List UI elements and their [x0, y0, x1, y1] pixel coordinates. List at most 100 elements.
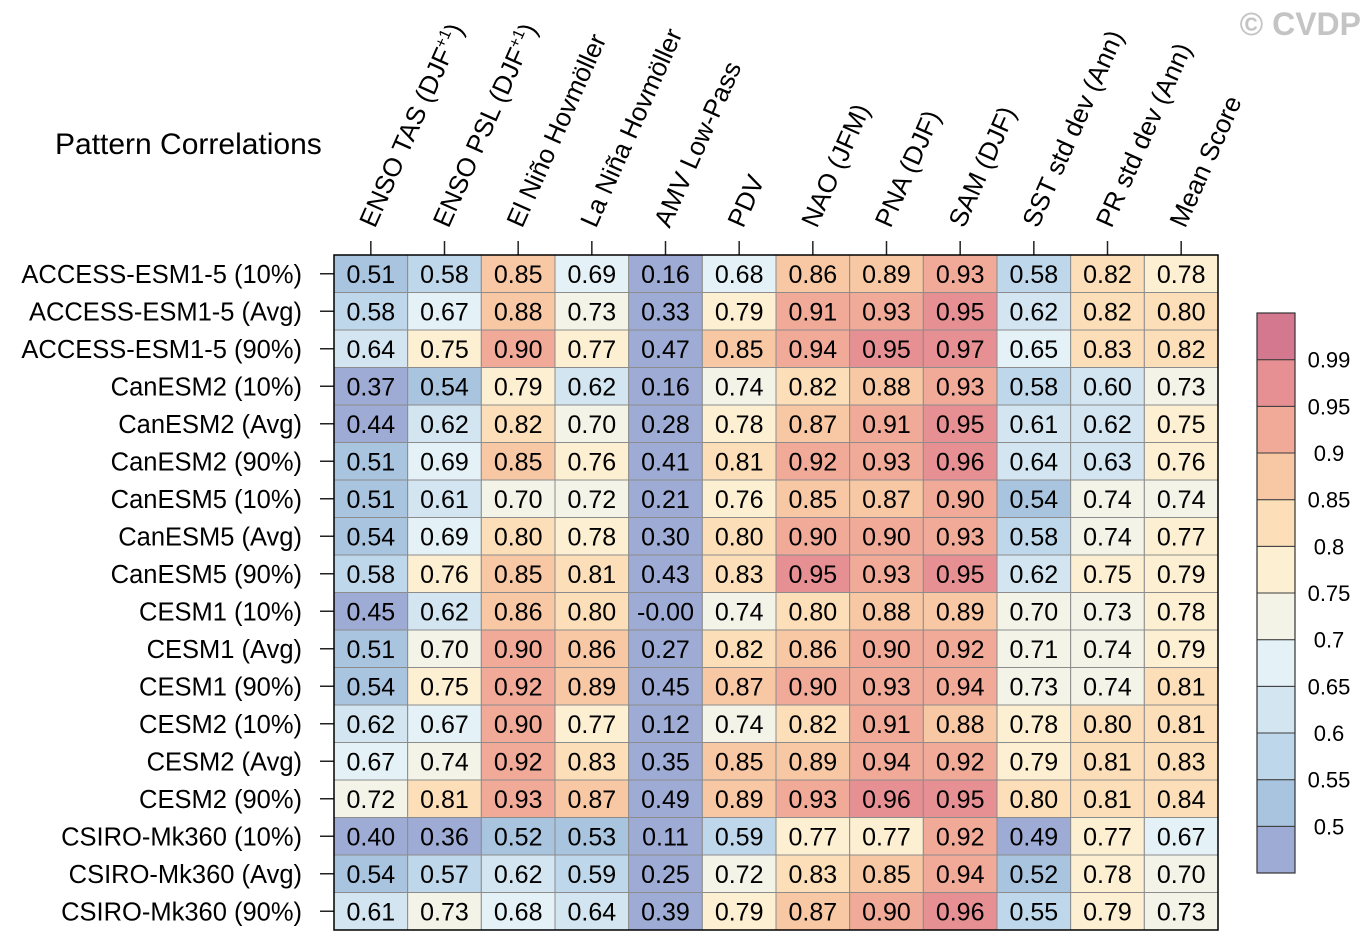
row-label: ACCESS-ESM1-5 (Avg)	[29, 298, 302, 326]
cell-value-label: 0.74	[1083, 523, 1132, 551]
heatmap-cell	[701, 742, 777, 781]
cell-value-label: 0.93	[494, 786, 543, 814]
cell-value-label: 0.92	[494, 748, 543, 776]
cell-value-label: 0.52	[494, 823, 543, 851]
heatmap-cell	[1143, 667, 1219, 706]
cell-value-label: 0.74	[1083, 636, 1132, 664]
cell-value-label: -0.00	[637, 598, 694, 626]
row-label: ACCESS-ESM1-5 (90%)	[21, 336, 302, 364]
heatmap-cell	[1070, 629, 1145, 668]
cell-value-label: 0.75	[1083, 561, 1132, 589]
colorbar-tick-label: 0.95	[1308, 394, 1351, 419]
column-labels: ENSO TAS (DJF+1)ENSO PSL (DJF+1)El Niño …	[353, 19, 1248, 232]
cell-value-label: 0.68	[494, 898, 543, 926]
cell-value-label: 0.89	[862, 261, 911, 289]
cell-value-label: 0.73	[420, 898, 469, 926]
heatmap-cell	[554, 329, 630, 368]
cell-value-label: 0.41	[641, 448, 690, 476]
heatmap-cells	[333, 254, 1219, 931]
colorbar-bin	[1256, 825, 1296, 874]
cell-value-label: 0.90	[862, 523, 911, 551]
heatmap-cell	[628, 667, 703, 706]
heatmap-cell	[628, 254, 703, 293]
column-label-text: NAO (JFM)	[795, 99, 876, 231]
cell-value-label: 0.75	[420, 673, 469, 701]
cell-value-label: 0.88	[862, 373, 911, 401]
colorbar-tick-label: 0.85	[1308, 488, 1351, 513]
heatmap-cell	[407, 817, 482, 856]
cell-value-label: 0.81	[420, 786, 469, 814]
heatmap-cell	[922, 592, 998, 631]
cell-value-label: 0.51	[346, 486, 395, 514]
heatmap-cell	[701, 479, 777, 518]
cell-value-label: 0.82	[1083, 261, 1132, 289]
heatmap-cell	[333, 667, 409, 706]
heatmap-cell	[849, 442, 924, 481]
cell-value-label: 0.89	[715, 786, 764, 814]
cell-value-label: 0.85	[494, 561, 543, 589]
cell-value-label: 0.74	[420, 748, 469, 776]
heatmap-cell	[480, 554, 556, 593]
cell-value-label: 0.58	[1009, 373, 1058, 401]
cell-value-label: 0.95	[862, 336, 911, 364]
row-label: CESM1 (90%)	[139, 673, 302, 701]
cell-value-label: 0.58	[420, 261, 469, 289]
column-label-text: PNA (DJF)	[869, 106, 947, 232]
cell-value-labels: 0.51 0.58 0.85 0.69 0.16 0.68 0.86 0.89 0.93 0.58…	[346, 261, 1205, 927]
colorbar-tick-label: 0.55	[1308, 768, 1351, 793]
cell-value-label: 0.78	[1009, 711, 1058, 739]
cell-value-label: 0.90	[494, 711, 543, 739]
cell-value-label: 0.80	[1157, 298, 1206, 326]
heatmap-cell	[701, 779, 777, 818]
cell-value-label: 0.43	[641, 561, 690, 589]
heatmap-cell	[480, 742, 556, 781]
cell-value-label: 0.83	[1083, 336, 1132, 364]
cell-value-label: 0.94	[936, 861, 985, 889]
heatmap-cell	[333, 254, 409, 293]
colorbar-bin	[1256, 312, 1296, 361]
cell-value-label: 0.69	[420, 448, 469, 476]
heatmap-cell	[922, 779, 998, 818]
cell-value-label: 0.92	[936, 823, 985, 851]
cell-value-label: 0.73	[1157, 373, 1206, 401]
heatmap-cell	[407, 479, 482, 518]
row-label: CSIRO-Mk360 (10%)	[61, 823, 302, 851]
heatmap-cell	[849, 779, 924, 818]
cell-value-label: 0.54	[346, 523, 395, 551]
cell-value-label: 0.93	[862, 448, 911, 476]
heatmap-cell	[554, 292, 630, 331]
row-ticks	[320, 273, 334, 912]
heatmap-cell	[554, 629, 630, 668]
cell-value-label: 0.90	[788, 673, 837, 701]
heatmap-cell	[1070, 742, 1145, 781]
row-label: CanESM2 (90%)	[111, 448, 302, 476]
cell-value-label: 0.62	[420, 598, 469, 626]
cell-value-label: 0.70	[567, 411, 616, 439]
cell-value-label: 0.63	[1083, 448, 1132, 476]
heatmap-cell	[701, 404, 777, 443]
cell-value-label: 0.61	[420, 486, 469, 514]
cell-value-label: 0.86	[788, 261, 837, 289]
cell-value-label: 0.35	[641, 748, 690, 776]
heatmap-cell	[922, 442, 998, 481]
heatmap-cell	[407, 367, 482, 406]
heatmap-cell	[333, 704, 409, 743]
cell-value-label: 0.85	[494, 261, 543, 289]
cell-value-label: 0.30	[641, 523, 690, 551]
cell-value-label: 0.76	[567, 448, 616, 476]
cell-value-label: 0.72	[346, 786, 395, 814]
cell-value-label: 0.83	[788, 861, 837, 889]
cell-value-label: 0.40	[346, 823, 395, 851]
cell-value-label: 0.62	[494, 861, 543, 889]
cell-value-label: 0.73	[567, 298, 616, 326]
cell-value-label: 0.76	[420, 561, 469, 589]
colorbar-bin	[1256, 732, 1296, 781]
cell-value-label: 0.93	[862, 561, 911, 589]
colorbar-frame	[1256, 312, 1296, 874]
cell-value-label: 0.67	[420, 298, 469, 326]
cell-value-label: 0.95	[936, 411, 985, 439]
heatmap-cell	[922, 367, 998, 406]
row-label: CanESM2 (Avg)	[118, 411, 302, 439]
row-label: CESM1 (10%)	[139, 598, 302, 626]
cell-value-label: 0.78	[1157, 261, 1206, 289]
